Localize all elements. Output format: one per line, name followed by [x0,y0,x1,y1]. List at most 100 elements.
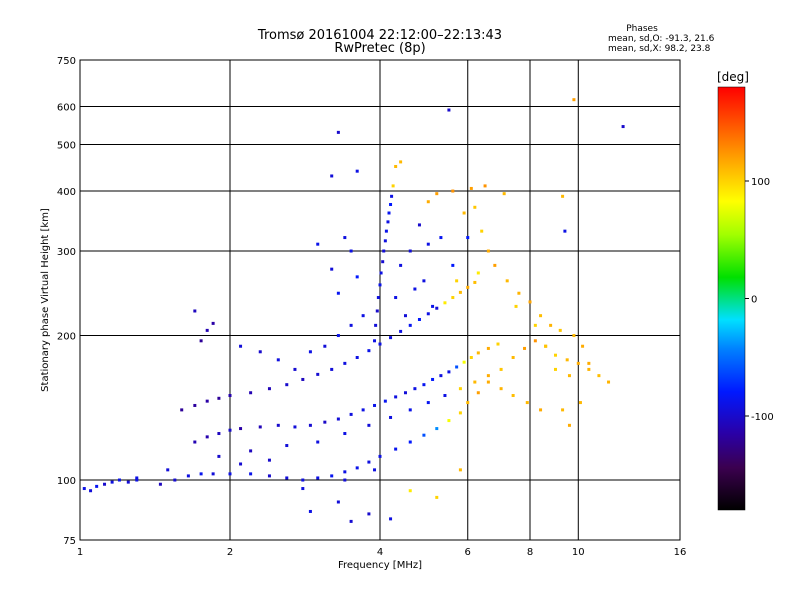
data-point [249,449,253,453]
data-point [373,339,377,343]
data-point [378,454,382,458]
data-point [499,387,503,391]
y-tick-label: 300 [57,247,76,258]
data-point [379,271,383,275]
data-point [408,323,412,327]
data-point [466,236,470,240]
data-point [394,395,398,399]
phases-title: Phases [626,24,658,34]
data-point [576,361,580,365]
data-point [193,309,197,313]
data-point [511,394,515,398]
x-tick-label: 1 [77,547,83,558]
y-axis-ticks: 75 100 200 300 400 500 600 750 [57,56,76,547]
data-point [426,401,430,405]
data-point [483,184,487,188]
data-point [408,249,412,253]
data-point [301,377,305,381]
data-point [135,476,139,480]
data-point [607,380,611,384]
data-point [199,339,203,343]
data-point [435,192,439,196]
data-point [258,350,262,354]
data-point [217,454,221,458]
data-point [336,500,340,504]
data-point [375,309,379,313]
data-point [486,380,490,384]
data-point [502,192,506,196]
data-point [422,433,426,437]
chart-title: Tromsø 20161004 22:12:00–22:13:43 [257,28,502,43]
data-point [336,334,340,338]
data-point [476,351,480,355]
x-axis-ticks: 1 2 4 6 8 10 16 [77,547,687,558]
data-point [458,468,462,472]
colorbar-tick-label: 0 [751,295,757,306]
data-point [386,220,390,224]
x-tick-label: 6 [465,547,471,558]
data-point [173,478,177,482]
data-point [553,353,557,357]
data-point [186,474,190,478]
y-tick-label: 75 [63,536,76,547]
data-point [499,367,503,371]
data-point [389,517,393,521]
data-point [528,300,532,304]
data-point [458,290,462,294]
data-point [587,367,591,371]
data-point [267,387,271,391]
data-point [228,394,232,398]
phases-line-x: mean, sd,X: 98.2, 23.8 [608,44,711,54]
data-point [451,263,455,267]
data-point [394,447,398,451]
data-point [511,355,515,359]
data-point [458,387,462,391]
data-point [473,205,477,209]
data-point [323,420,327,424]
data-point [378,283,382,287]
data-point [205,435,209,439]
data-point [486,374,490,378]
data-point [486,346,490,350]
data-point [466,401,470,405]
data-point [426,200,430,204]
y-tick-label: 600 [57,103,76,114]
x-tick-label: 16 [674,547,687,558]
data-point [367,512,371,516]
data-point [451,296,455,300]
data-point [343,432,347,436]
data-point [578,401,582,405]
data-point [301,487,305,491]
data-point [336,417,340,421]
data-point [435,306,439,310]
data-point [249,472,253,476]
data-point [466,285,470,289]
data-point [316,440,320,444]
colorbar-tick-label: -100 [751,412,774,423]
data-point [399,263,403,267]
data-point [517,291,521,295]
data-point [473,280,477,284]
data-points [82,98,625,523]
data-point [480,229,484,233]
data-point [417,317,421,321]
data-point [539,314,543,318]
data-point [408,489,412,493]
data-point [563,229,567,233]
data-point [413,387,417,391]
data-point [381,260,385,264]
data-point [533,339,537,343]
data-point [469,186,473,190]
data-point [561,194,565,198]
data-point [408,440,412,444]
data-point [330,267,334,271]
data-point [166,468,170,472]
data-point [399,160,403,164]
data-point [422,279,426,283]
data-point [469,355,473,359]
y-tick-label: 400 [57,187,76,198]
data-point [308,423,312,427]
data-point [267,474,271,478]
data-point [82,487,86,491]
data-point [205,328,209,332]
